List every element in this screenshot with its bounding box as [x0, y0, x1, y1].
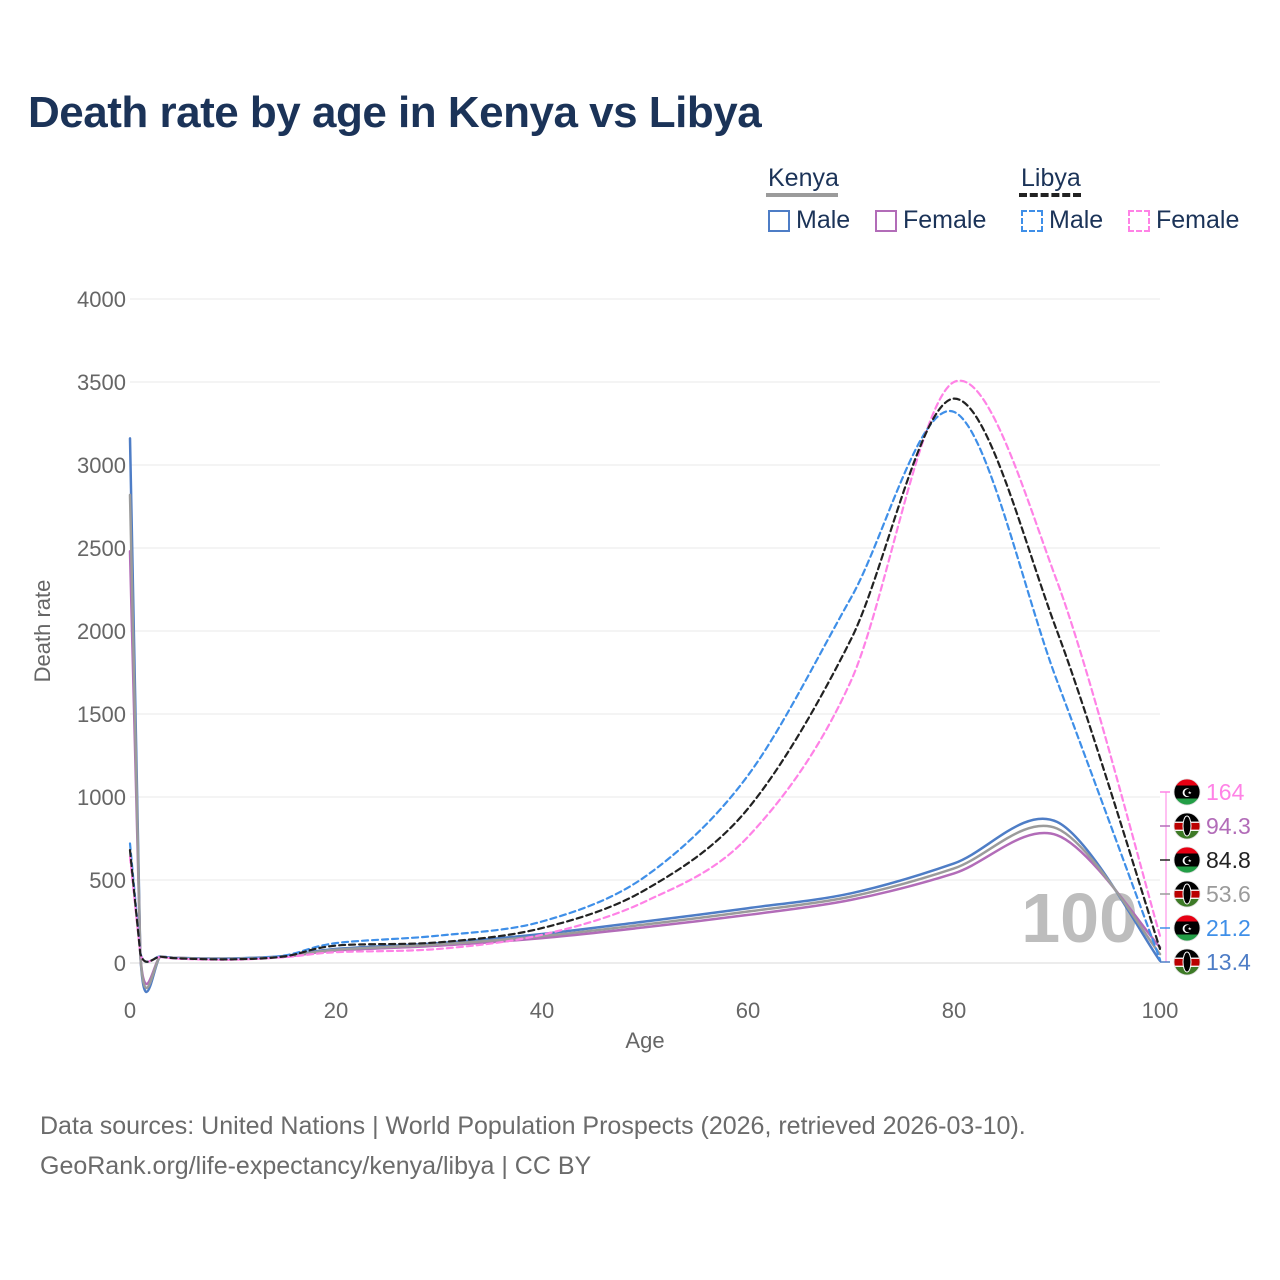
y-tick-label: 3000: [77, 453, 126, 478]
x-tick-label: 20: [324, 998, 348, 1023]
x-tick-label: 40: [530, 998, 554, 1023]
libya-flag-icon: ☪: [1173, 778, 1201, 806]
legend-label: Male: [796, 206, 851, 234]
end-value-label: 164: [1206, 779, 1245, 805]
legend-item-kenya-male[interactable]: Male: [768, 206, 850, 235]
legend-swatch: [875, 209, 897, 232]
svg-text:☪: ☪: [1182, 922, 1193, 936]
series-line-libya-total[interactable]: [128, 397, 1162, 963]
x-tick-label: 60: [736, 998, 760, 1023]
y-tick-label: 0: [114, 951, 126, 976]
series-line-kenya-female[interactable]: [128, 550, 1162, 986]
legend-swatch: [1021, 209, 1043, 232]
kenya-flag-icon: [1173, 948, 1201, 976]
kenya-flag-icon: [1173, 812, 1201, 840]
legend-group-kenya: Kenya: [768, 164, 839, 192]
legend-group-kenya-line: [766, 193, 838, 197]
end-value-label: 94.3: [1206, 813, 1251, 839]
legend-label: Female: [1156, 206, 1240, 234]
footer-sources: Data sources: United Nations | World Pop…: [40, 1112, 1026, 1140]
x-tick-label: 0: [124, 998, 136, 1023]
svg-text:☪: ☪: [1182, 786, 1193, 800]
y-tick-label: 2500: [77, 536, 126, 561]
footer: Data sources: United Nations | World Pop…: [40, 1106, 1026, 1186]
end-value-label: 84.8: [1206, 847, 1251, 873]
y-tick-label: 2000: [77, 619, 126, 644]
legend-item-libya-female[interactable]: Female: [1128, 206, 1239, 235]
x-tick-label: 100: [1142, 998, 1179, 1023]
end-value-label: 53.6: [1206, 881, 1251, 907]
y-tick-label: 4000: [77, 287, 126, 312]
svg-text:☪: ☪: [1182, 854, 1193, 868]
y-tick-label: 1500: [77, 702, 126, 727]
legend-item-libya-male[interactable]: Male: [1021, 206, 1103, 235]
legend-item-kenya-female[interactable]: Female: [875, 206, 986, 235]
series-line-libya-male[interactable]: [128, 410, 1162, 963]
legend-group-libya-line: [1019, 193, 1081, 197]
y-tick-label: 500: [89, 868, 126, 893]
y-tick-label: 3500: [77, 370, 126, 395]
legend-label: Male: [1049, 206, 1104, 234]
legend-swatch: [1128, 209, 1150, 232]
libya-flag-icon: ☪: [1173, 846, 1201, 874]
x-axis-title: Age: [625, 1028, 664, 1053]
end-value-label: 13.4: [1206, 949, 1251, 975]
legend-label: Female: [903, 206, 987, 234]
y-tick-label: 1000: [77, 785, 126, 810]
y-axis-title: Death rate: [30, 580, 55, 683]
series-line-kenya-total[interactable]: [128, 493, 1162, 989]
year-watermark: 100: [1021, 879, 1138, 957]
chart-title: Death rate by age in Kenya vs Libya: [28, 88, 762, 137]
libya-flag-icon: ☪: [1173, 914, 1201, 942]
series-line-libya-female[interactable]: [128, 379, 1162, 963]
kenya-flag-icon: [1173, 880, 1201, 908]
legend-swatch: [768, 209, 790, 232]
series-line-kenya-male[interactable]: [128, 437, 1162, 994]
footer-link[interactable]: GeoRank.org/life-expectancy/kenya/libya …: [40, 1152, 592, 1180]
end-value-label: 21.2: [1206, 915, 1251, 941]
x-tick-label: 80: [942, 998, 966, 1023]
legend-group-libya: Libya: [1021, 164, 1081, 192]
